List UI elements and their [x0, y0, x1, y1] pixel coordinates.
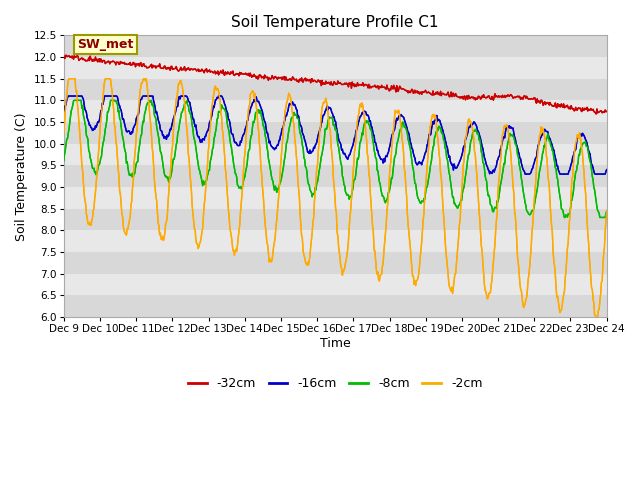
Bar	[64, 230, 607, 252]
Bar	[64, 122, 607, 144]
Bar	[64, 209, 607, 230]
Legend: -32cm, -16cm, -8cm, -2cm: -32cm, -16cm, -8cm, -2cm	[183, 372, 488, 396]
Bar	[64, 100, 607, 122]
Title: Soil Temperature Profile C1: Soil Temperature Profile C1	[232, 15, 439, 30]
Bar	[64, 187, 607, 209]
Bar	[64, 144, 607, 166]
Bar	[64, 274, 607, 296]
Bar	[64, 296, 607, 317]
Bar	[64, 79, 607, 100]
Y-axis label: Soil Temperature (C): Soil Temperature (C)	[15, 112, 28, 240]
Bar	[64, 252, 607, 274]
X-axis label: Time: Time	[320, 337, 351, 350]
Bar	[64, 36, 607, 57]
Bar	[64, 57, 607, 79]
Bar	[64, 166, 607, 187]
Text: SW_met: SW_met	[77, 38, 134, 51]
